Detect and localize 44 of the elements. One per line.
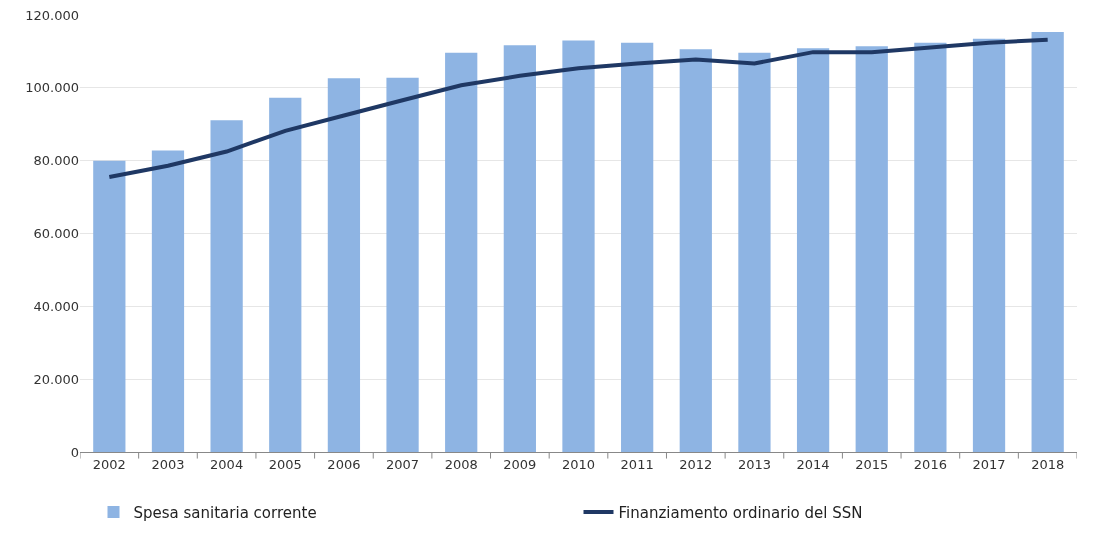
x-tick-label: 2003 [151, 456, 185, 472]
x-tick-label: 2005 [268, 456, 302, 472]
bar [386, 77, 419, 452]
bar [151, 150, 185, 452]
x-tick-label: 2009 [503, 456, 537, 472]
bar [621, 42, 654, 452]
legend-label: Spesa sanitaria corrente [133, 503, 317, 522]
x-tick-label: 2004 [210, 456, 244, 472]
bar [914, 42, 947, 452]
x-tick-label: 2016 [913, 456, 947, 472]
bar [679, 49, 712, 452]
bar [972, 38, 1006, 452]
bar [503, 45, 536, 452]
bar [738, 52, 771, 452]
y-tick-label: 100.000 [25, 80, 79, 96]
x-tick-label: 2015 [855, 456, 889, 472]
bar [93, 160, 126, 452]
x-tick-label: 2011 [620, 456, 654, 472]
y-tick-label: 40.000 [33, 298, 79, 314]
y-tick-label: 80.000 [33, 153, 79, 169]
x-tick-label: 2012 [679, 456, 713, 472]
x-tick-label: 2018 [1031, 456, 1065, 472]
x-tick-label: 2007 [386, 456, 420, 472]
bar [855, 46, 888, 452]
bar [562, 40, 595, 452]
bar [210, 120, 243, 452]
bar [796, 48, 830, 452]
y-tick-label: 120.000 [25, 7, 79, 23]
y-tick-label: 0 [70, 444, 79, 460]
x-tick-label: 2006 [327, 456, 361, 472]
line-series [107, 37, 1050, 180]
bar [269, 97, 302, 452]
bar [445, 52, 478, 452]
x-tick-label: 2008 [444, 456, 478, 472]
x-tick-label: 2013 [737, 456, 771, 472]
y-tick-label: 60.000 [33, 226, 79, 242]
x-tick-label: 2017 [972, 456, 1006, 472]
bar [327, 78, 361, 452]
bar [1031, 32, 1064, 452]
x-tick-label: 2010 [561, 456, 596, 472]
legend-label: Finanziamento ordinario del SSN [618, 503, 863, 522]
x-tick-label: 2002 [92, 456, 126, 472]
y-tick-label: 20.000 [33, 371, 79, 387]
x-tick-label: 2014 [796, 456, 830, 472]
